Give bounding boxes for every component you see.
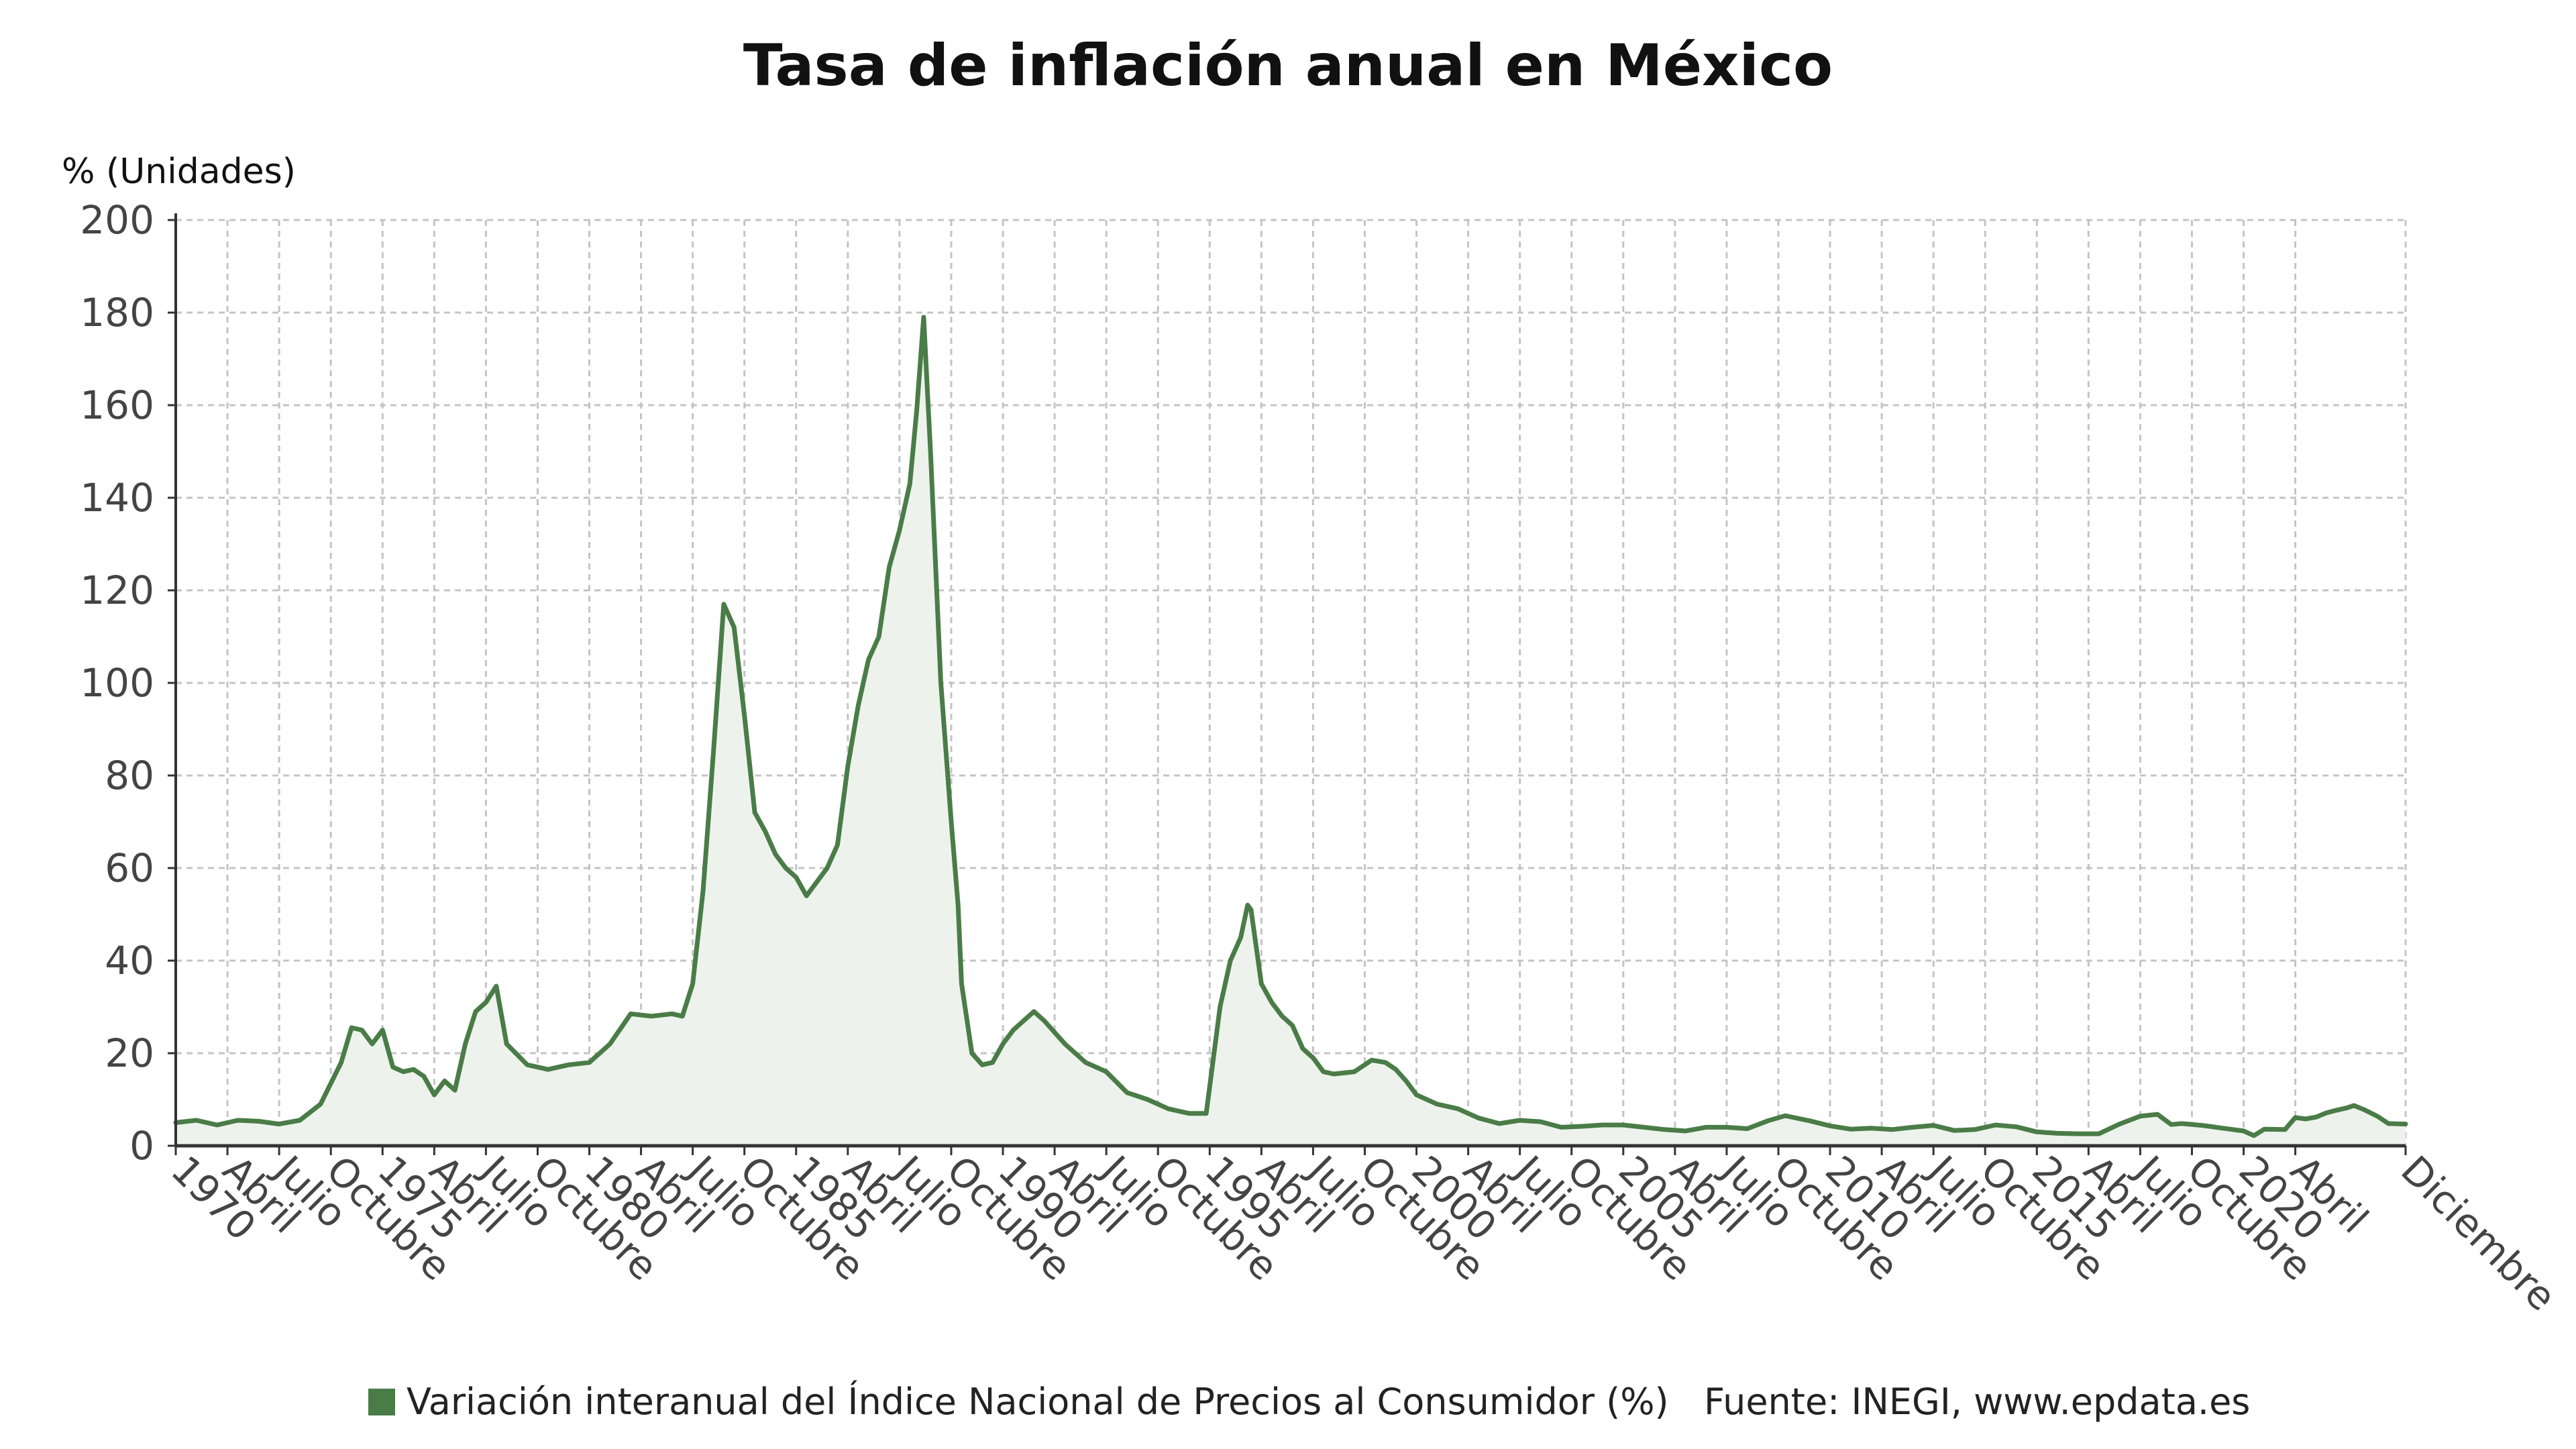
y-tick-label: 120 (80, 568, 154, 613)
x-tick-labels: 1970AbrilJulioOctubre1975AbrilJulioOctub… (162, 1146, 2565, 1320)
y-tick-label: 100 (80, 660, 154, 706)
y-tick-label: 200 (80, 197, 154, 243)
legend: Variación interanual del Índice Nacional… (0, 1381, 2576, 1434)
source-text: Fuente: INEGI, www.epdata.es (1704, 1381, 2251, 1423)
y-tick-labels: 0 20 40 60 80 100 120 140 160 180 200 (80, 197, 154, 1169)
y-tick-label: 80 (105, 753, 154, 798)
axis-layer (168, 213, 2407, 1155)
series-line (173, 315, 2408, 1138)
y-tick-label: 20 (105, 1030, 154, 1076)
y-tick-label: 180 (80, 290, 154, 335)
grid-layer (174, 219, 2407, 1146)
x-tick-label: Diciembre (2392, 1147, 2565, 1320)
y-axis-label: % (Unidades) (62, 152, 296, 192)
y-tick-label: 40 (105, 938, 154, 983)
y-tick-label: 140 (80, 475, 154, 521)
chart-title: Tasa de inflación anual en México (743, 32, 1833, 99)
series-area (176, 317, 2406, 1146)
y-tick-label: 0 (129, 1123, 154, 1169)
legend-swatch (368, 1389, 395, 1415)
y-tick-label: 160 (80, 382, 154, 428)
y-tick-label: 60 (105, 845, 154, 891)
legend-label: Variación interanual del Índice Nacional… (407, 1381, 1669, 1423)
area-layer (173, 315, 2408, 1146)
